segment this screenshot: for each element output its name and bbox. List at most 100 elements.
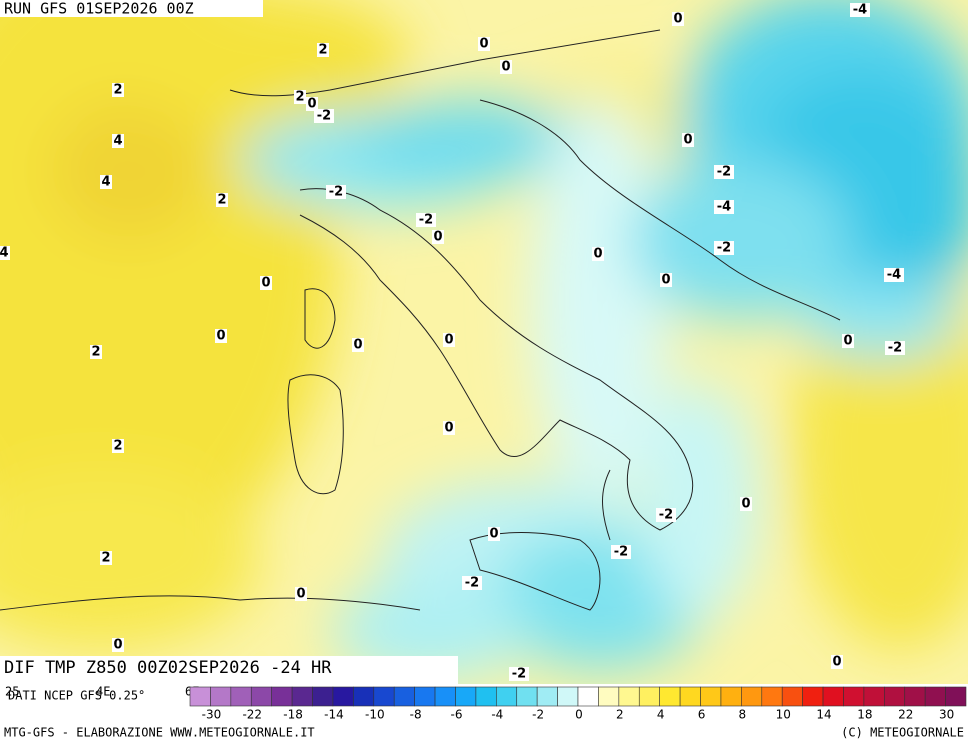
contour-label-bg: [714, 241, 734, 255]
colorbar-box: [761, 686, 783, 707]
colorbar-label: -2: [532, 708, 544, 722]
contour-label-bg: [317, 43, 329, 57]
contour-label: 0: [489, 527, 498, 542]
colorbar-box: [741, 686, 763, 707]
contour-label-bg: [326, 185, 346, 199]
colorbar-box: [822, 686, 844, 707]
contour-label-bg: [592, 247, 604, 261]
colorbar-box: [393, 686, 415, 707]
contour-label-bg: [656, 508, 676, 522]
contour-label-bg: [100, 175, 112, 189]
contour-label-bg: [509, 667, 529, 681]
contour-label-bg: [416, 213, 436, 227]
colorbar-box: [781, 686, 803, 707]
colorbar-box: [496, 686, 518, 707]
colorbar-box: [802, 686, 824, 707]
contour-label-bg: [740, 497, 752, 511]
colorbar-label: 0: [575, 708, 583, 722]
contour-label-bg: [0, 246, 10, 260]
contour-label: -2: [888, 341, 902, 356]
colorbar-label: 6: [698, 708, 706, 722]
colorbar-box: [271, 686, 293, 707]
contour-label: 0: [673, 12, 682, 27]
colorbar-label: 30: [939, 708, 954, 722]
contour-label: 0: [433, 230, 442, 245]
colorbar-box: [904, 686, 926, 707]
axis-label: 25: [5, 685, 19, 699]
footer-right: (C) METEOGIORNALE: [841, 726, 964, 740]
contour-label: 0: [296, 587, 305, 602]
contour-label-bg: [314, 109, 334, 123]
colorbar-box: [291, 686, 313, 707]
title-box: [0, 656, 458, 684]
colorbar-label: 10: [776, 708, 791, 722]
contour-label-bg: [216, 193, 228, 207]
contour-label-bg: [112, 638, 124, 652]
contour-label: 2: [91, 345, 100, 360]
contour-label: 4: [113, 134, 122, 149]
colorbar-box: [679, 686, 701, 707]
contour-label: 0: [216, 329, 225, 344]
contour-label-bg: [90, 345, 102, 359]
contour-label: 2: [113, 439, 122, 454]
contour-label-bg: [215, 329, 227, 343]
colorbar-box: [720, 686, 742, 707]
colorbar-box: [557, 686, 579, 707]
contour-label: 0: [593, 247, 602, 262]
contour-label: 0: [683, 133, 692, 148]
map-title: DIF TMP Z850 00Z02SEP2026 -24 HR: [4, 658, 332, 678]
contour-label: 0: [113, 638, 122, 653]
contour-label: -2: [717, 165, 731, 180]
colorbar-box: [598, 686, 620, 707]
contour-label: -2: [659, 508, 673, 523]
temperature-field: [0, 0, 968, 684]
colorbar-box: [924, 686, 946, 707]
contour-label-bg: [884, 268, 904, 282]
colorbar-label: -6: [450, 708, 462, 722]
colorbar-box: [659, 686, 681, 707]
contour-label: 2: [113, 83, 122, 98]
colorbar-label: -8: [410, 708, 422, 722]
contour-label: 0: [307, 97, 316, 112]
contour-label-bg: [850, 3, 870, 17]
contour-label-bg: [714, 165, 734, 179]
colorbar-box: [536, 686, 558, 707]
contour-label-bg: [432, 230, 444, 244]
contour-label: 0: [501, 60, 510, 75]
contour-label: 0: [479, 37, 488, 52]
colorbar-label: 18: [857, 708, 872, 722]
contour-label-bg: [260, 276, 272, 290]
contour-label: 0: [832, 655, 841, 670]
contour-label-bg: [478, 37, 490, 51]
contour-label-bg: [660, 273, 672, 287]
contour-label: 0: [444, 421, 453, 436]
colorbar-box: [475, 686, 497, 707]
contour-label: 0: [843, 334, 852, 349]
colorbar-box: [373, 686, 395, 707]
contour-label-bg: [714, 200, 734, 214]
colorbar-box: [455, 686, 477, 707]
colorbar-box: [945, 686, 967, 707]
colorbar-box: [884, 686, 906, 707]
contour-label-bg: [682, 133, 694, 147]
colorbar-box: [843, 686, 865, 707]
colorbar-box: [250, 686, 272, 707]
colorbar-box: [618, 686, 640, 707]
contour-label: 0: [353, 338, 362, 353]
contour-label: 2: [101, 551, 110, 566]
colorbar-label: -18: [283, 708, 303, 722]
colorbar-box: [700, 686, 722, 707]
contour-label: -4: [887, 268, 901, 283]
contour-label: -2: [465, 576, 479, 591]
contour-label: -2: [512, 667, 526, 682]
colorbar-box: [189, 686, 211, 707]
colorbar-box: [863, 686, 885, 707]
contour-label: 2: [295, 90, 304, 105]
contour-label: 0: [741, 497, 750, 512]
contour-label-bg: [488, 527, 500, 541]
axis-label: 4E: [96, 685, 110, 699]
colorbar-box: [516, 686, 538, 707]
contour-label-bg: [306, 97, 318, 111]
contour-label: 4: [0, 246, 9, 261]
contour-label-bg: [831, 655, 843, 669]
